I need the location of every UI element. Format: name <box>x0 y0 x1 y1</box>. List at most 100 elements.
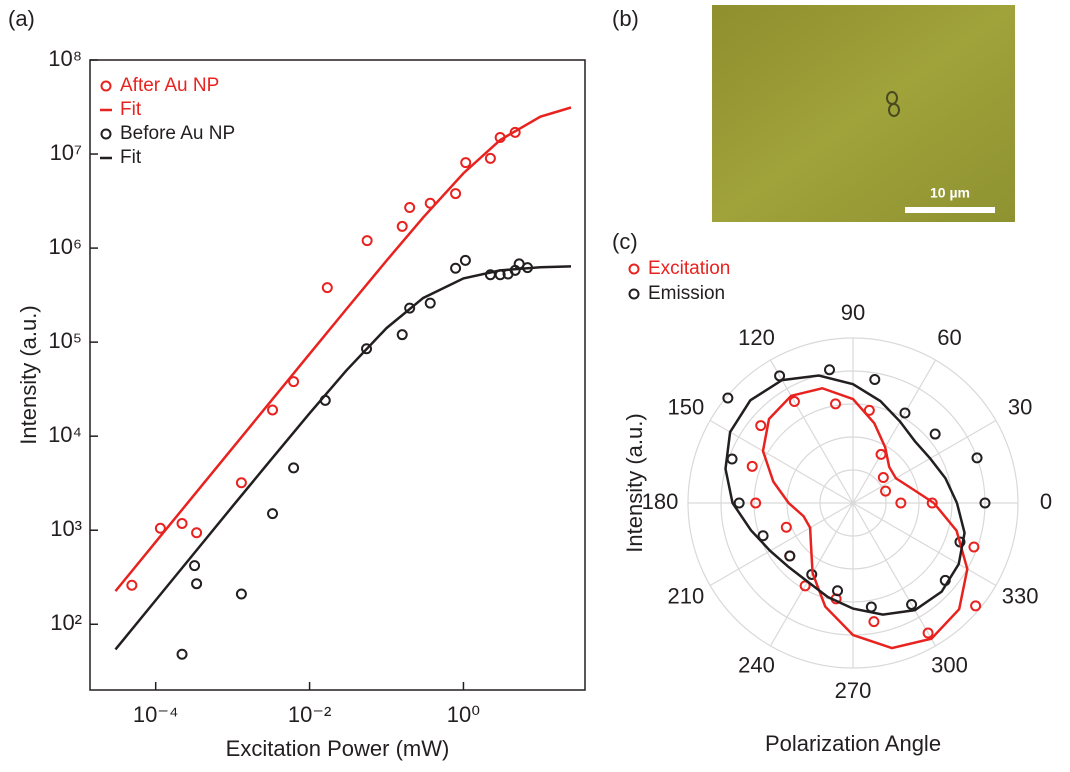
panel-label: (c) <box>612 229 638 254</box>
data-point <box>267 508 279 520</box>
y-tick-label: 10⁴ <box>48 422 82 447</box>
data-point <box>235 588 247 600</box>
legend-marker <box>628 263 640 275</box>
data-point <box>424 297 436 309</box>
grid-spoke <box>852 502 937 647</box>
data-point <box>863 404 875 416</box>
x-tick-label: 10⁰ <box>447 702 480 727</box>
data-point <box>906 598 918 610</box>
data-point <box>267 404 279 416</box>
angle-label: 270 <box>835 678 872 703</box>
data-point <box>788 396 800 408</box>
panel-label: (b) <box>612 6 639 31</box>
data-point <box>929 428 941 440</box>
data-point <box>396 220 408 232</box>
data-point <box>191 527 203 539</box>
data-point <box>404 302 416 314</box>
data-point <box>755 420 767 432</box>
angle-label: 30 <box>1008 394 1032 419</box>
data-point <box>926 497 938 509</box>
data-point <box>899 407 911 419</box>
data-point <box>460 157 472 169</box>
data-point <box>288 376 300 388</box>
micrograph <box>712 5 1015 222</box>
data-point <box>176 648 188 660</box>
grid-spoke <box>769 359 854 504</box>
data-point <box>126 579 138 591</box>
legend-label: Excitation <box>648 258 730 279</box>
data-point <box>877 472 889 484</box>
grid-spoke <box>852 502 997 587</box>
y-tick-label: 10⁵ <box>48 328 82 353</box>
x-axis-label: Excitation Power (mW) <box>226 736 450 761</box>
angle-label: 180 <box>642 489 679 514</box>
grid-spoke <box>852 359 937 504</box>
x-tick-label: 10⁻² <box>288 702 331 727</box>
y-tick-label: 10² <box>50 610 82 635</box>
plot-frame <box>89 59 586 691</box>
data-point <box>191 578 203 590</box>
panel-label: (a) <box>8 6 35 31</box>
fit-curve <box>724 374 966 616</box>
particle <box>888 103 900 117</box>
data-point <box>189 560 201 572</box>
data-point <box>757 530 769 542</box>
legend-marker <box>100 80 112 92</box>
grid-spoke <box>709 502 854 587</box>
data-point <box>832 585 844 597</box>
legend-marker <box>100 128 112 140</box>
grid-spoke <box>769 502 854 647</box>
data-point <box>880 485 892 497</box>
scale-bar <box>905 207 995 213</box>
data-point <box>361 235 373 247</box>
data-point <box>750 497 762 509</box>
data-point <box>968 541 980 553</box>
grid-spoke <box>852 419 997 504</box>
angle-label: 330 <box>1002 583 1039 608</box>
y-tick-label: 10⁷ <box>50 140 82 165</box>
angle-label: 240 <box>738 652 775 677</box>
legend-label: Fit <box>120 99 142 120</box>
data-point <box>799 580 811 592</box>
data-point <box>459 254 471 266</box>
data-point <box>450 188 462 200</box>
data-point <box>824 364 836 376</box>
data-point <box>830 398 842 410</box>
data-point <box>784 550 796 562</box>
angle-label: 120 <box>738 325 775 350</box>
data-point <box>288 462 300 474</box>
data-point <box>895 497 907 509</box>
angle-label: 300 <box>931 652 968 677</box>
data-point <box>509 126 521 138</box>
x-axis-label: Polarization Angle <box>765 731 941 756</box>
angle-label: 150 <box>667 394 704 419</box>
data-point <box>235 477 247 489</box>
data-point <box>176 517 188 529</box>
y-tick-label: 10⁶ <box>48 234 82 259</box>
data-point <box>396 329 408 341</box>
data-point <box>868 616 880 628</box>
data-point <box>780 521 792 533</box>
angle-label: 90 <box>841 300 865 325</box>
legend-marker <box>628 288 640 300</box>
data-point <box>404 202 416 214</box>
x-tick-label: 10⁻⁴ <box>133 702 179 727</box>
data-point <box>970 600 982 612</box>
y-axis-label: Intensity (a.u.) <box>16 305 41 444</box>
data-point <box>922 627 934 639</box>
data-point <box>865 601 877 613</box>
angle-label: 210 <box>667 583 704 608</box>
data-point <box>484 152 496 164</box>
angle-label: 60 <box>937 325 961 350</box>
y-axis-label: Intensity (a.u.) <box>622 413 647 552</box>
data-point <box>733 497 745 509</box>
data-point <box>321 282 333 294</box>
data-point <box>154 522 166 534</box>
grid-spoke <box>709 419 854 504</box>
legend-label: Before Au NP <box>120 123 235 144</box>
data-point <box>746 460 758 472</box>
legend-label: Emission <box>648 283 725 304</box>
fit-curve <box>761 386 969 650</box>
